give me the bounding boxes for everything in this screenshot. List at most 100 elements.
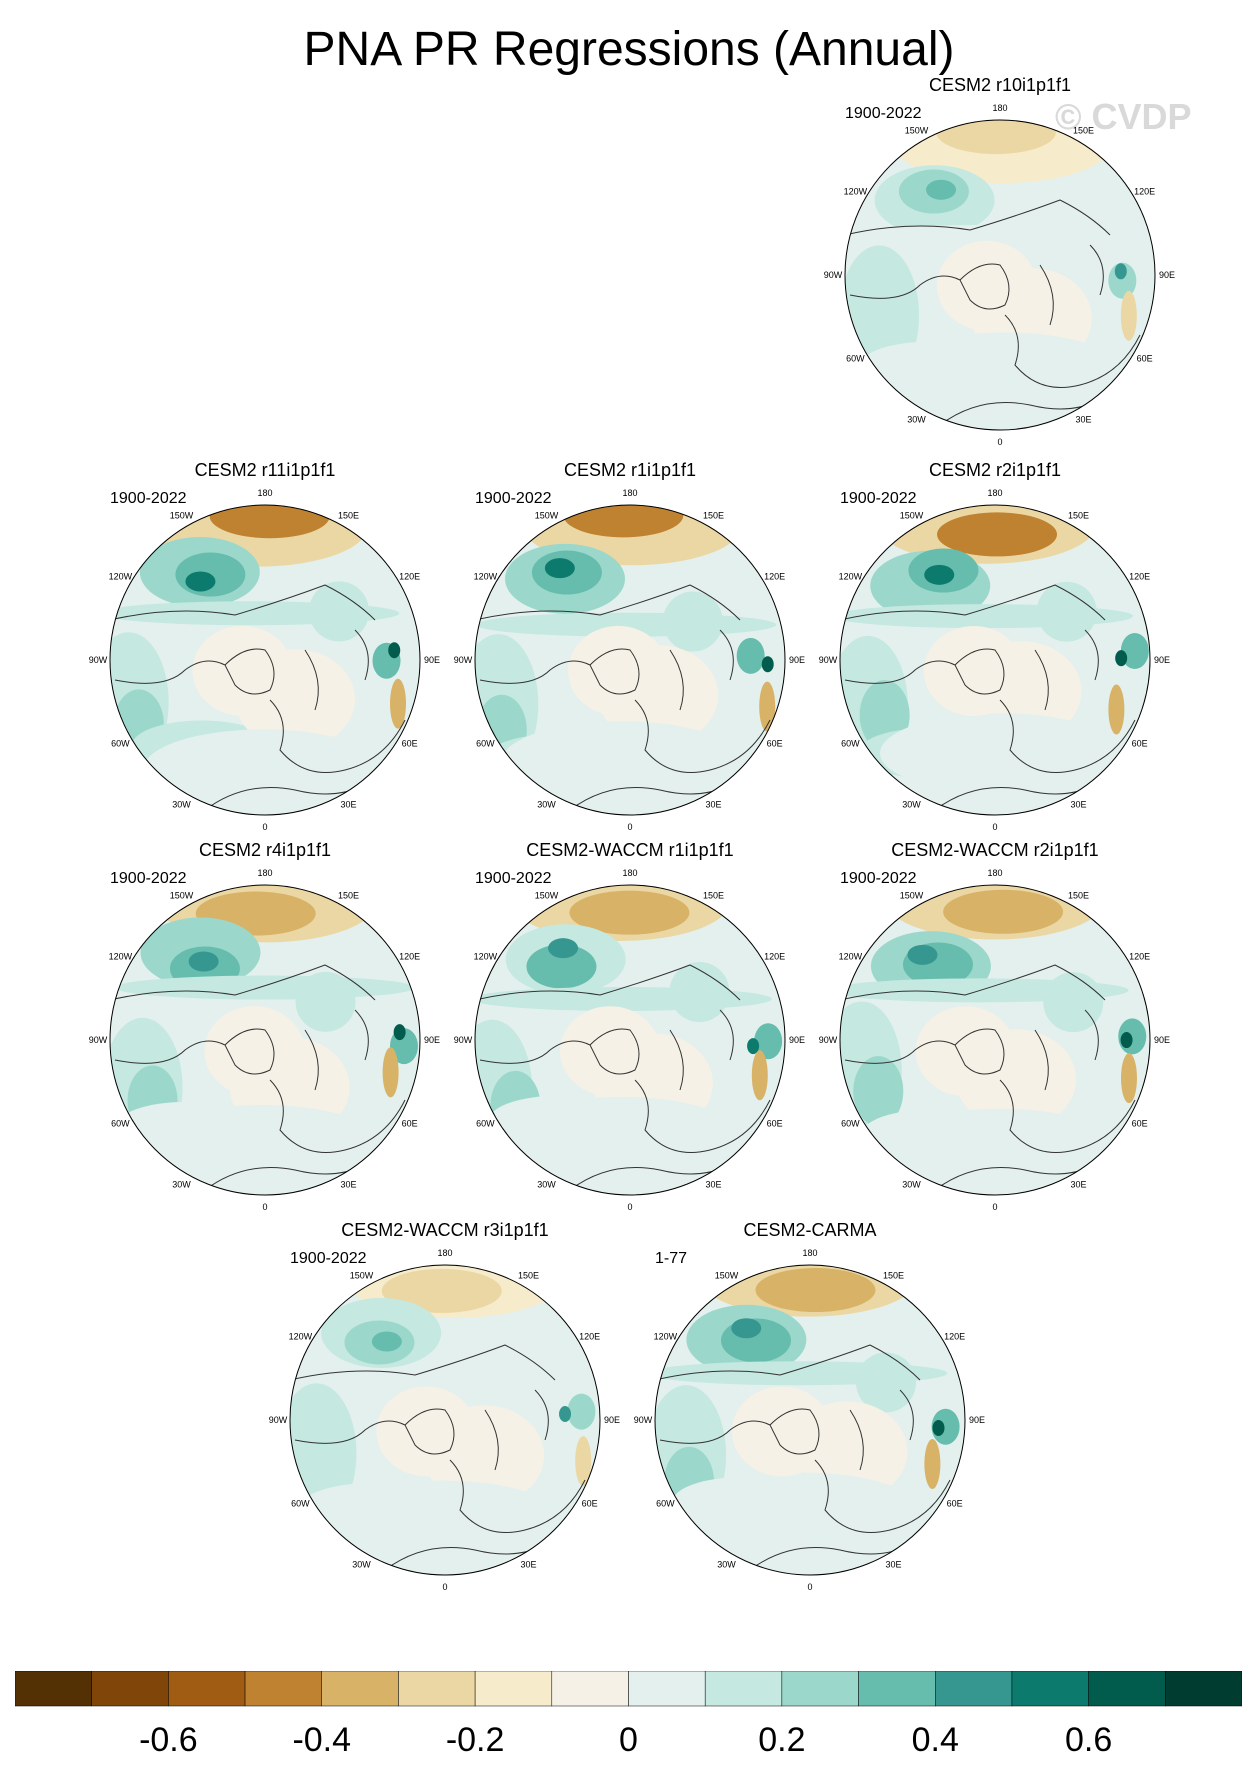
- precip-anomaly-region: [937, 512, 1058, 557]
- longitude-label: 150W: [170, 890, 194, 900]
- coastline: [449, 1459, 586, 1533]
- coastline: [354, 629, 369, 681]
- coastline: [304, 1029, 319, 1091]
- cvdp-watermark: © CVDP: [1055, 96, 1192, 137]
- precip-anomaly-region: [185, 571, 216, 592]
- precip-anomaly-region: [761, 656, 774, 673]
- longitude-label: 30W: [902, 800, 921, 810]
- precip-anomaly-region: [376, 1386, 477, 1477]
- longitude-label: 120E: [1129, 572, 1150, 582]
- precip-anomaly-region: [907, 944, 938, 965]
- precip-anomaly-region: [1035, 206, 1096, 267]
- longitude-label: 30W: [537, 1180, 556, 1190]
- longitude-label: 150W: [715, 1270, 739, 1280]
- colorbar-swatch: [1088, 1671, 1166, 1707]
- coastline: [1034, 1029, 1049, 1091]
- coastline: [589, 648, 640, 695]
- longitude-label: 30W: [172, 800, 191, 810]
- colorbar-tick-label: 0.2: [758, 1721, 805, 1759]
- longitude-label: 90W: [819, 1035, 838, 1045]
- longitude-label: 150E: [883, 1270, 904, 1280]
- longitude-label: 180: [622, 488, 637, 498]
- longitude-label: 120E: [1134, 187, 1155, 197]
- longitude-label: 30W: [352, 1560, 371, 1570]
- precip-anomaly-region: [143, 729, 384, 810]
- map-boundary: [109, 884, 421, 1196]
- coastline: [404, 1408, 455, 1455]
- coastline: [110, 964, 376, 1001]
- longitude-label: 120E: [579, 1332, 600, 1342]
- longitude-label: 60E: [767, 739, 783, 749]
- colorbar-swatch: [858, 1671, 936, 1707]
- longitude-label: 150E: [1068, 510, 1089, 520]
- precip-anomaly-region: [669, 961, 730, 1022]
- coastline: [749, 1544, 911, 1571]
- longitude-label: 90W: [454, 1035, 473, 1045]
- coastline: [934, 1164, 1096, 1191]
- panel-years: 1900-2022: [840, 870, 917, 887]
- coastline: [204, 1164, 366, 1191]
- longitude-label: 150E: [1068, 890, 1089, 900]
- map-panel: CESM2-WACCM r2i1p1f1 1900-2022 180 150E 120E…: [819, 840, 1170, 1220]
- longitude-label: 120E: [944, 1332, 965, 1342]
- precip-anomaly-region: [682, 1472, 923, 1553]
- longitude-label: 0: [262, 1202, 267, 1212]
- polar-map: 180 150E 120E 90E 60E 30E 0 30W 60W 90W 120W 150W: [819, 488, 1170, 832]
- precip-anomaly-region: [924, 1438, 941, 1489]
- coastline: [814, 1459, 951, 1533]
- map-panel: CESM2 r2i1p1f1 1900-2022 180 150E 120E 90E 60E…: [819, 460, 1170, 840]
- longitude-label: 150W: [535, 890, 559, 900]
- map-boundary: [839, 884, 1151, 1196]
- panel-years: 1-77: [655, 1250, 688, 1267]
- coastline: [939, 399, 1101, 426]
- coastline: [844, 1040, 956, 1064]
- coastline: [634, 699, 771, 773]
- longitude-label: 90E: [1159, 270, 1175, 280]
- longitude-label: 180: [802, 1248, 817, 1258]
- longitude-label: 60E: [947, 1499, 963, 1509]
- coastline: [479, 660, 591, 684]
- longitude-label: 0: [627, 822, 632, 832]
- panel-title: CESM2 r4i1p1f1: [198, 840, 332, 860]
- coastline: [479, 1040, 591, 1064]
- coastline: [1004, 314, 1141, 388]
- longitude-label: 90E: [424, 1035, 440, 1045]
- precip-anomaly-region: [388, 642, 401, 659]
- longitude-label: 180: [257, 868, 272, 878]
- longitude-label: 90E: [969, 1415, 985, 1425]
- longitude-label: 120W: [844, 187, 868, 197]
- longitude-label: 60E: [582, 1499, 598, 1509]
- longitude-label: 90E: [424, 655, 440, 665]
- panel-title: CESM2 r11i1p1f1: [194, 460, 336, 480]
- precip-anomaly-region: [204, 1006, 305, 1097]
- map-boundary: [654, 1264, 966, 1576]
- map-panel: CESM2 r11i1p1f1 1900-2022 180 150E 120E 90E 60…: [89, 460, 440, 840]
- longitude-label: 90W: [89, 655, 108, 665]
- longitude-label: 60W: [476, 1119, 495, 1129]
- coastline: [769, 1408, 820, 1455]
- panel-title: CESM2-WACCM r1i1p1f1: [526, 840, 734, 860]
- longitude-label: 150E: [1073, 125, 1094, 135]
- coastline: [1084, 1009, 1099, 1061]
- colorbar-tick-label: -0.4: [292, 1721, 351, 1759]
- longitude-label: 60W: [291, 1499, 310, 1509]
- longitude-label: 60W: [111, 1119, 130, 1129]
- precip-anomaly-region: [1120, 290, 1137, 341]
- longitude-label: 150W: [535, 510, 559, 520]
- longitude-label: 0: [992, 1202, 997, 1212]
- coastline: [849, 1409, 864, 1471]
- longitude-label: 0: [997, 437, 1002, 447]
- coastline: [110, 584, 376, 621]
- longitude-label: 150W: [905, 125, 929, 135]
- coastline: [845, 199, 1111, 236]
- coastline: [224, 1028, 275, 1075]
- coastline: [634, 1079, 771, 1153]
- longitude-label: 0: [807, 1582, 812, 1592]
- precip-anomaly-region: [855, 1352, 916, 1413]
- precip-anomaly-region: [880, 1108, 1121, 1189]
- longitude-label: 120E: [764, 952, 785, 962]
- longitude-label: 30W: [717, 1560, 736, 1570]
- longitude-label: 30E: [885, 1560, 901, 1570]
- coastline: [114, 660, 226, 684]
- longitude-label: 180: [622, 868, 637, 878]
